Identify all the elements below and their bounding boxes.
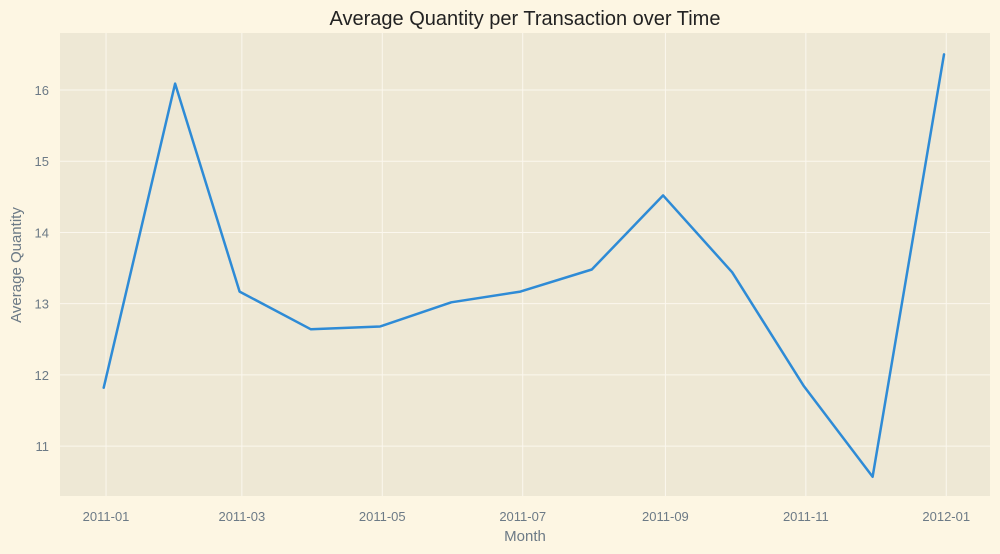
x-axis-label: Month [504, 528, 546, 545]
x-tick-label: 2011-05 [359, 509, 406, 524]
x-axis-ticks: 2011-01 2011-03 2011-05 2011-07 2011-09 2011-… [83, 509, 970, 524]
x-tick-label: 2012-01 [922, 509, 970, 524]
y-tick-label: 15 [35, 154, 49, 169]
plot-area [60, 33, 990, 496]
x-tick-label: 2011-09 [642, 509, 689, 524]
y-axis-label: Average Quantity [8, 207, 25, 323]
y-tick-label: 11 [36, 439, 50, 454]
y-tick-label: 12 [35, 368, 49, 383]
x-tick-label: 2011-01 [83, 509, 130, 524]
gridlines [60, 33, 990, 496]
y-tick-label: 16 [35, 83, 49, 98]
y-axis-ticks: 11 12 13 14 15 16 [35, 83, 49, 454]
x-tick-label: 2011-03 [218, 509, 265, 524]
x-tick-label: 2011-11 [783, 509, 829, 524]
chart-title: Average Quantity per Transaction over Ti… [330, 8, 721, 30]
series-line [102, 53, 946, 479]
y-tick-label: 14 [35, 225, 49, 240]
y-tick-label: 13 [35, 297, 49, 312]
x-tick-label: 2011-07 [499, 509, 546, 524]
